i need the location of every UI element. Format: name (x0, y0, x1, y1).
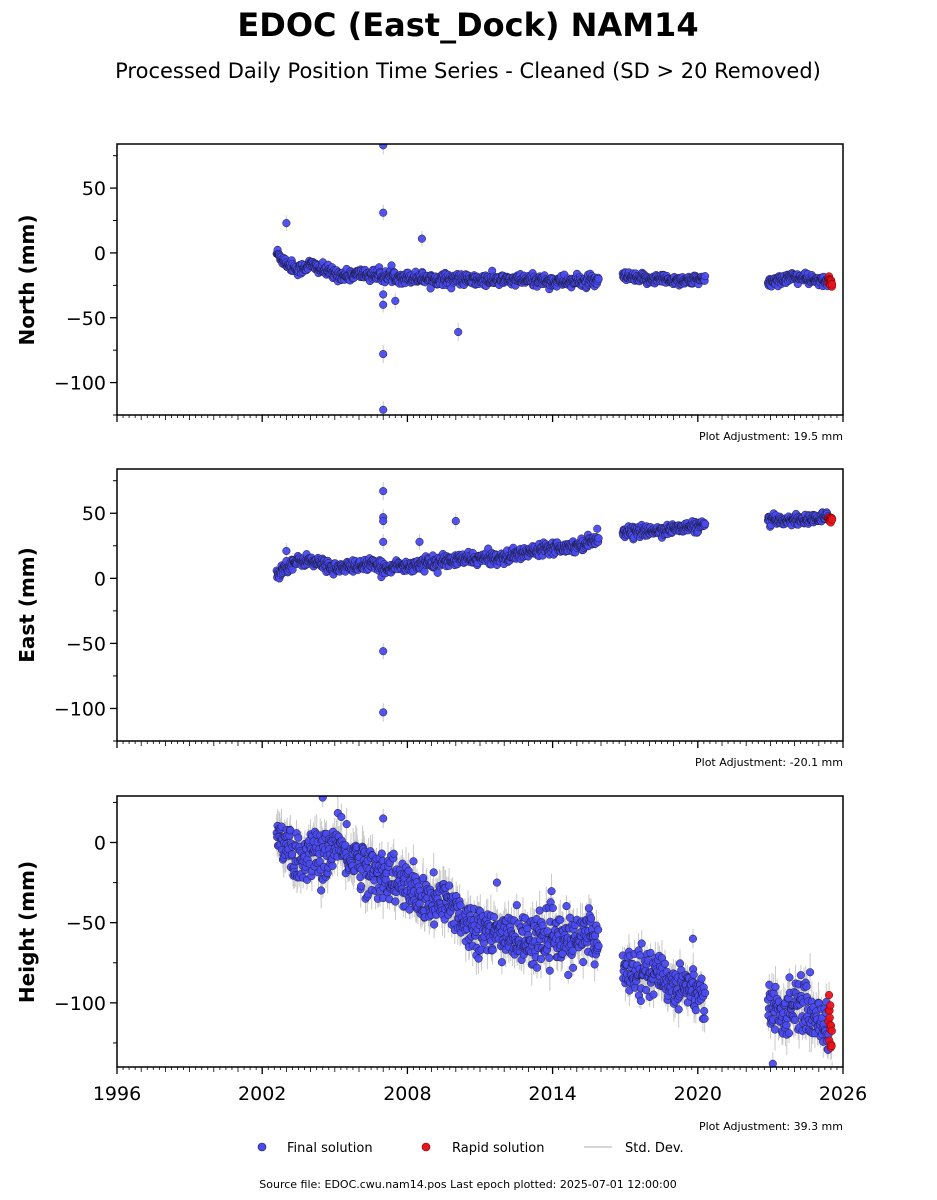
east-marks (272, 482, 837, 722)
y-tick-label: 50 (82, 503, 106, 525)
final-point (379, 708, 388, 717)
final-point (415, 537, 424, 546)
final-point (701, 272, 710, 281)
north-axes: 50 0 −50 −100 (54, 155, 844, 422)
chart-title: EDOC (East_Dock) NAM14 (237, 6, 698, 44)
y-tick-label: 50 (82, 178, 106, 200)
final-point (420, 567, 429, 576)
north-axis-label: North (mm) (15, 214, 39, 345)
final-point (593, 524, 602, 533)
east-points (272, 487, 837, 717)
rapid-point (828, 515, 837, 524)
final-point (701, 519, 710, 528)
final-point (594, 274, 603, 284)
chart-subtitle: Processed Daily Position Time Series - C… (115, 59, 821, 83)
final-point (451, 517, 460, 526)
final-point (387, 261, 396, 270)
final-point (433, 568, 442, 577)
final-point (454, 327, 463, 337)
east-panel: 50 0 −50 −100 East (mm) Plot Adjustment: -2… (15, 468, 844, 769)
north-points (272, 144, 837, 414)
final-point (282, 219, 291, 228)
final-point (594, 534, 603, 543)
final-point (379, 647, 388, 656)
east-axes: 50 0 −50 −100 (54, 480, 844, 748)
y-tick-label: 0 (94, 568, 106, 590)
rapid-point (828, 280, 837, 289)
y-tick-label: −100 (54, 698, 106, 720)
final-point (379, 487, 388, 496)
north-panel: 50 0 −50 −100 North (mm) Plot Adjustment: 1… (15, 143, 844, 443)
final-point (379, 517, 388, 526)
north-plot-adjustment: Plot Adjustment: 19.5 mm (699, 430, 843, 443)
east-plot-adjustment: Plot Adjustment: -20.1 mm (695, 756, 843, 769)
east-axis-label: East (mm) (15, 547, 39, 663)
y-tick-label: −100 (54, 373, 106, 395)
final-point (379, 208, 388, 217)
final-point (379, 290, 388, 299)
final-point (379, 537, 388, 546)
final-point (379, 144, 388, 150)
final-point (379, 300, 388, 309)
final-point (379, 405, 388, 414)
y-tick-label: −50 (66, 308, 106, 330)
final-point (391, 296, 400, 305)
final-point (282, 546, 291, 556)
y-tick-label: 0 (94, 243, 106, 265)
north-marks (272, 144, 837, 415)
final-point (379, 350, 388, 359)
height-marks (272, 796, 836, 1067)
y-tick-label: −50 (66, 633, 106, 655)
final-point (417, 234, 426, 243)
